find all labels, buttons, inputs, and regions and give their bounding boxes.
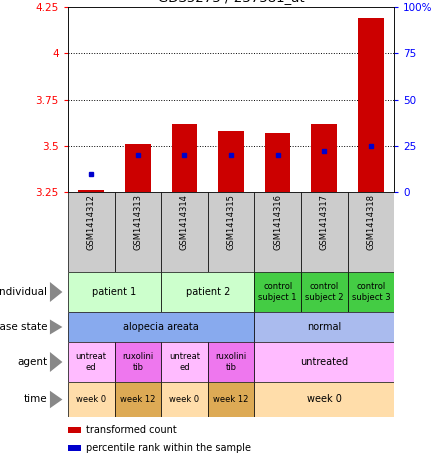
Bar bbox=[68, 272, 161, 312]
Bar bbox=[68, 192, 114, 272]
Bar bbox=[301, 272, 348, 312]
Text: patient 1: patient 1 bbox=[92, 287, 137, 297]
Polygon shape bbox=[50, 391, 62, 408]
Text: GSM1414312: GSM1414312 bbox=[87, 194, 95, 250]
Text: transformed count: transformed count bbox=[86, 425, 177, 435]
Text: individual: individual bbox=[0, 287, 47, 297]
Polygon shape bbox=[50, 352, 62, 372]
Bar bbox=[114, 342, 161, 382]
Text: untreat
ed: untreat ed bbox=[76, 352, 107, 372]
Text: GSM1414317: GSM1414317 bbox=[320, 194, 329, 251]
Text: normal: normal bbox=[307, 322, 341, 332]
Text: GSM1414313: GSM1414313 bbox=[133, 194, 142, 251]
Bar bbox=[161, 192, 208, 272]
Bar bbox=[68, 342, 114, 382]
Text: control
subject 3: control subject 3 bbox=[352, 282, 390, 302]
Bar bbox=[254, 192, 301, 272]
Bar bbox=[161, 382, 208, 417]
Text: GSM1414316: GSM1414316 bbox=[273, 194, 282, 251]
Text: agent: agent bbox=[17, 357, 47, 367]
Bar bbox=[348, 272, 394, 312]
Text: GSM1414318: GSM1414318 bbox=[367, 194, 375, 251]
Title: GDS5275 / 237581_at: GDS5275 / 237581_at bbox=[158, 0, 304, 5]
Bar bbox=[68, 445, 81, 451]
Bar bbox=[218, 131, 244, 192]
Text: control
subject 1: control subject 1 bbox=[258, 282, 297, 302]
Bar bbox=[311, 124, 337, 192]
Text: week 12: week 12 bbox=[213, 395, 249, 404]
Bar bbox=[172, 124, 197, 192]
Bar bbox=[114, 382, 161, 417]
Bar bbox=[114, 192, 161, 272]
Text: percentile rank within the sample: percentile rank within the sample bbox=[86, 443, 251, 453]
Bar bbox=[208, 342, 254, 382]
Bar bbox=[68, 382, 114, 417]
Text: time: time bbox=[24, 395, 47, 405]
Bar bbox=[254, 342, 394, 382]
Bar bbox=[208, 382, 254, 417]
Bar bbox=[208, 192, 254, 272]
Text: disease state: disease state bbox=[0, 322, 47, 332]
Text: patient 2: patient 2 bbox=[186, 287, 230, 297]
Bar bbox=[301, 192, 348, 272]
Bar bbox=[68, 312, 254, 342]
Bar bbox=[348, 192, 394, 272]
Bar bbox=[125, 144, 151, 192]
Text: ruxolini
tib: ruxolini tib bbox=[215, 352, 247, 372]
Text: week 0: week 0 bbox=[76, 395, 106, 404]
Text: GSM1414314: GSM1414314 bbox=[180, 194, 189, 250]
Polygon shape bbox=[50, 319, 62, 334]
Bar bbox=[161, 342, 208, 382]
Bar bbox=[254, 312, 394, 342]
Bar bbox=[358, 18, 384, 192]
Text: untreat
ed: untreat ed bbox=[169, 352, 200, 372]
Bar bbox=[78, 190, 104, 192]
Text: untreated: untreated bbox=[300, 357, 348, 367]
Bar bbox=[254, 272, 301, 312]
Text: week 0: week 0 bbox=[307, 395, 342, 405]
Bar bbox=[265, 133, 290, 192]
Text: week 12: week 12 bbox=[120, 395, 155, 404]
Bar bbox=[161, 272, 254, 312]
Text: GSM1414315: GSM1414315 bbox=[226, 194, 236, 250]
Bar bbox=[254, 382, 394, 417]
Polygon shape bbox=[50, 282, 62, 302]
Text: alopecia areata: alopecia areata bbox=[123, 322, 199, 332]
Text: ruxolini
tib: ruxolini tib bbox=[122, 352, 153, 372]
Text: control
subject 2: control subject 2 bbox=[305, 282, 343, 302]
Bar bbox=[68, 427, 81, 433]
Text: week 0: week 0 bbox=[170, 395, 199, 404]
